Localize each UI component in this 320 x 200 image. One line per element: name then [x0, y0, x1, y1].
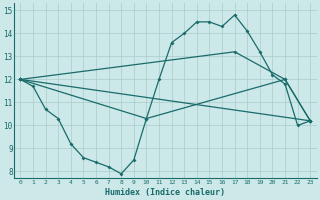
X-axis label: Humidex (Indice chaleur): Humidex (Indice chaleur) — [105, 188, 225, 197]
